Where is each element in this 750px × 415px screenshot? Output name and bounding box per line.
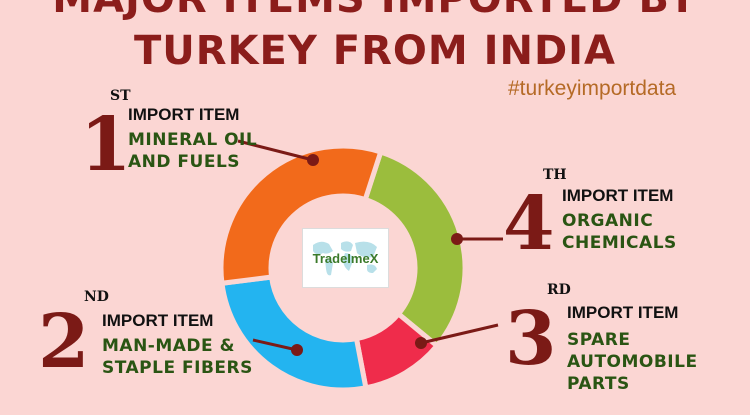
donut-slice-man-made-fibers [218, 143, 384, 287]
rank-2-number: 2 [38, 299, 90, 385]
world-map-icon [313, 241, 377, 276]
rank-1-suffix: ST [110, 88, 131, 104]
rank-3-number: 3 [505, 296, 557, 382]
rank-3-label: IMPORT ITEM [567, 303, 679, 322]
rank-2-suffix: ND [84, 289, 109, 305]
rank-4-suffix: TH [543, 167, 567, 183]
rank-1-label: IMPORT ITEM [128, 105, 240, 124]
rank-3-item-line2: AUTOMOBILE [567, 352, 698, 372]
tradeimex-logo: TradeImeX [302, 228, 389, 288]
rank-1-number: 1 [80, 102, 132, 188]
hashtag-label: #turkeyimportdata [508, 77, 677, 100]
donut-slice-spare-auto-parts [219, 274, 369, 393]
rank-2-item-line2: STAPLE FIBERS [102, 358, 253, 378]
connector-rank-3 [415, 323, 499, 349]
rank-1-item-line2: AND FUELS [128, 152, 241, 172]
rank-4-label: IMPORT ITEM [562, 186, 674, 205]
rank-4-item-line1: ORGANIC [562, 211, 654, 231]
logo-text: TradeImeX [312, 250, 379, 266]
rank-4-item-line2: CHEMICALS [562, 233, 677, 253]
rank-2-label: IMPORT ITEM [102, 311, 214, 330]
page-title-line2: TURKEY FROM INDIA [133, 28, 617, 74]
rank-3-suffix: RD [547, 282, 571, 298]
rank-4-number: 4 [503, 181, 555, 267]
connector-rank-1 [237, 139, 319, 166]
rank-2-item-line1: MAN-MADE & [102, 336, 235, 356]
rank-3-item-line1: SPARE [567, 330, 631, 350]
connector-rank-2 [252, 338, 303, 356]
rank-3-item-line3: PARTS [567, 374, 630, 394]
rank-1-item-line1: MINERAL OIL [128, 130, 258, 150]
connector-rank-4 [451, 233, 503, 245]
